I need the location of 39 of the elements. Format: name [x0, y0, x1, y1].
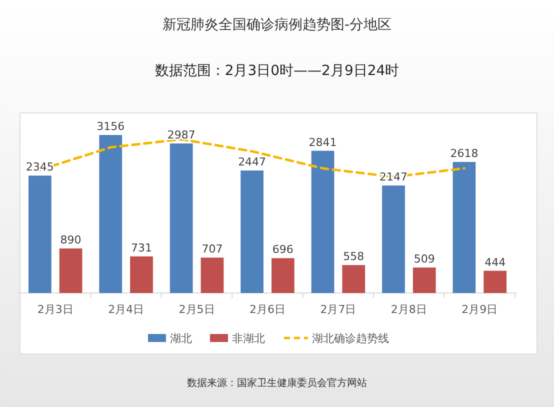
data-label: 890 — [60, 233, 82, 246]
bar — [130, 256, 153, 293]
data-label: 444 — [484, 256, 506, 269]
data-label: 2447 — [238, 155, 266, 168]
bar — [200, 258, 224, 293]
x-tick-label: 2月7日 — [320, 303, 356, 316]
bar — [99, 135, 122, 293]
bar — [272, 258, 294, 293]
bar — [311, 150, 334, 293]
data-label: 731 — [131, 241, 152, 254]
chart-subtitle: 数据范围：2月3日0时——2月9日24时 — [154, 63, 400, 79]
bar — [342, 265, 366, 293]
bar — [170, 143, 193, 293]
data-label: 558 — [343, 250, 364, 264]
bar — [28, 176, 52, 293]
x-tick-label: 2月3日 — [37, 303, 74, 316]
data-label: 509 — [414, 252, 435, 266]
x-tick-label: 2月5日 — [178, 303, 215, 316]
data-label: 707 — [202, 242, 223, 256]
bar — [382, 186, 405, 293]
x-tick-label: 2月6日 — [250, 303, 286, 316]
x-tick-label: 2月8日 — [390, 303, 427, 316]
legend-label: 湖北确诊趋势线 — [312, 332, 389, 345]
bar — [240, 170, 264, 293]
bar — [59, 248, 82, 293]
x-tick-label: 2月9日 — [462, 303, 498, 316]
data-label: 3156 — [96, 120, 125, 133]
bar — [412, 268, 436, 293]
x-tick-label: 2月4日 — [108, 303, 144, 316]
bar — [452, 162, 476, 293]
data-label: 2618 — [450, 146, 478, 160]
data-label: 2841 — [308, 136, 337, 149]
source-note: 数据来源：国家卫生健康委员会官方网站 — [187, 377, 367, 389]
data-label: 2987 — [167, 128, 196, 142]
data-label: 696 — [272, 243, 294, 256]
legend-label: 湖北 — [170, 332, 192, 345]
bar — [484, 270, 507, 293]
legend-label: 非湖北 — [232, 332, 265, 345]
chart-title: 新冠肺炎全国确诊病例趋势图-分地区 — [162, 17, 392, 33]
